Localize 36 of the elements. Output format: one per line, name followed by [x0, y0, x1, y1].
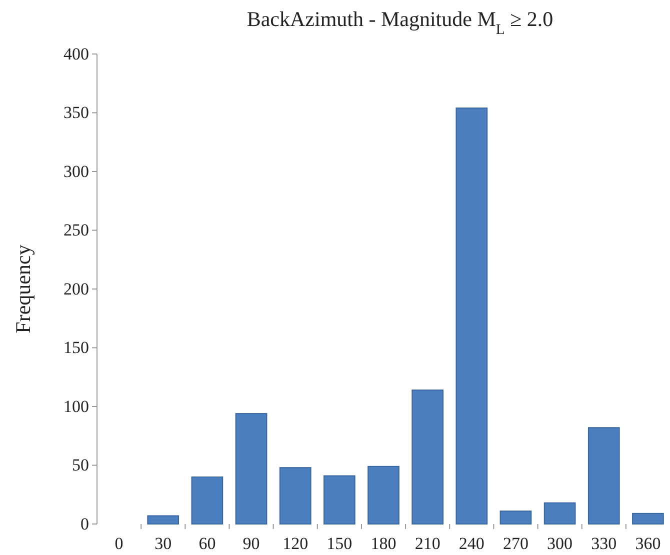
y-tick-label: 150	[64, 338, 89, 358]
bar	[235, 413, 268, 524]
bar	[279, 467, 312, 524]
bar	[191, 476, 224, 524]
bar	[632, 512, 664, 524]
x-tick-label: 150	[326, 534, 352, 553]
x-tick-label: 90	[242, 534, 260, 553]
bar	[412, 390, 444, 524]
x-tick-label: 240	[458, 534, 484, 553]
bar	[588, 427, 620, 524]
x-tick-label: 330	[591, 534, 617, 553]
x-tick-label: 360	[635, 534, 661, 553]
y-tick-label: 50	[72, 456, 89, 475]
x-tick-label: 0	[114, 534, 124, 553]
bar	[456, 108, 488, 524]
y-tick-label: 400	[64, 44, 89, 64]
chart-title: BackAzimuth - Magnitude M$_{L}$ ≥ 2.0	[246, 7, 554, 38]
y-tick-label: 300	[64, 162, 89, 181]
x-tick-label: 300	[547, 534, 573, 553]
y-axis-title: Frequency	[11, 244, 35, 334]
y-tick-label: 250	[64, 220, 89, 240]
bar	[368, 466, 400, 524]
x-tick-label: 60	[198, 534, 216, 553]
x-tick-label: 120	[282, 534, 308, 553]
bar	[500, 510, 532, 524]
bar	[147, 515, 180, 524]
bar	[323, 475, 356, 524]
y-tick-label: 0	[80, 514, 89, 534]
y-tick-label: 100	[64, 396, 89, 416]
y-tick-label: 200	[64, 279, 89, 298]
x-tick-label: 210	[414, 534, 440, 553]
x-tick-label: 270	[502, 534, 528, 553]
x-tick-label: 30	[154, 534, 172, 553]
x-tick-label: 180	[370, 534, 396, 553]
y-tick-label: 350	[64, 103, 89, 122]
bar	[544, 502, 576, 524]
